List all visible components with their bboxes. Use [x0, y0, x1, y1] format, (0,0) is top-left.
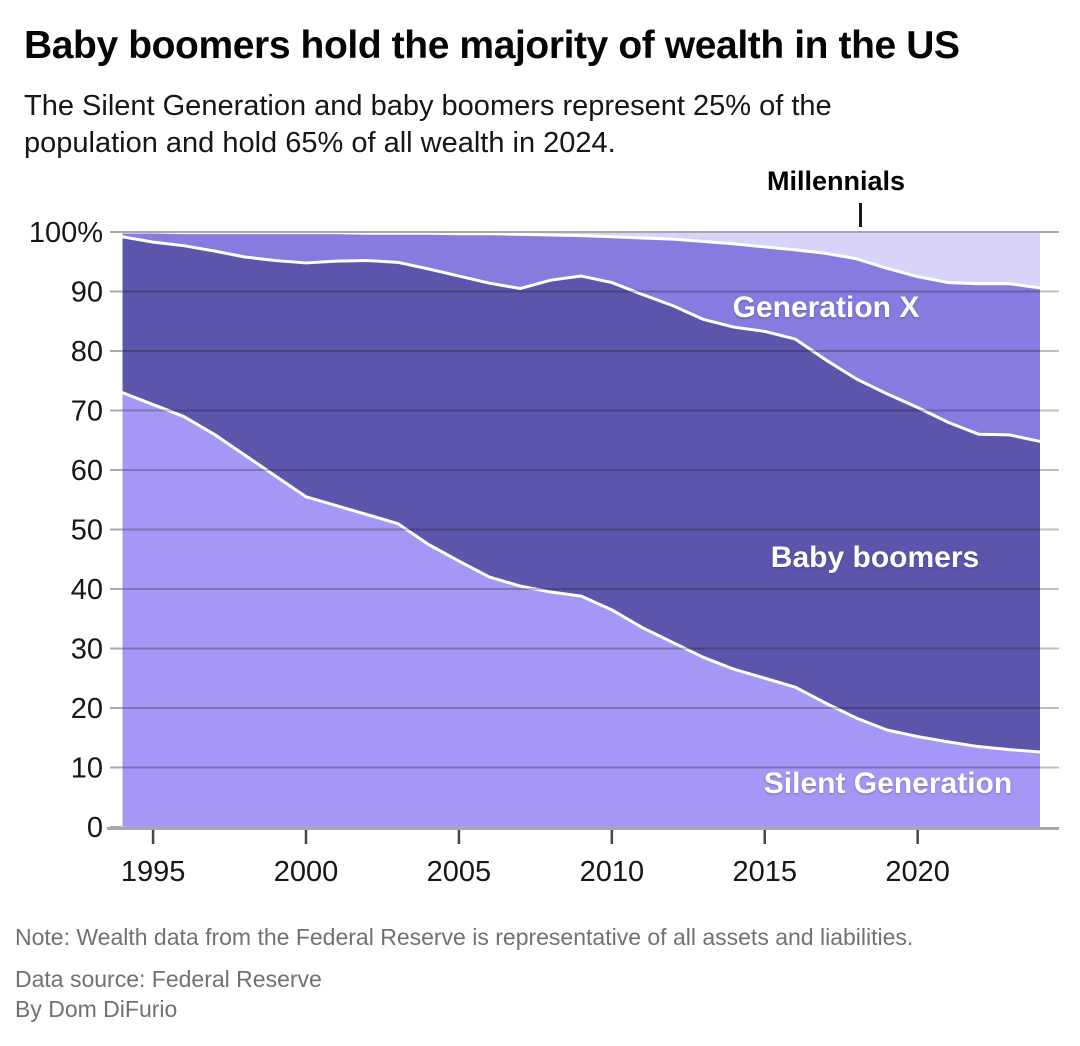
series-label-generation-x: Generation X: [733, 291, 920, 324]
wealth-area-chart: 0 10 20 30 40 50 60 70 80 90 100% 1995 2000 2005 2010 2…: [29, 217, 1059, 888]
boundary-line-silent-generation: [121, 391, 1042, 754]
y-axis-label-100: 100%: [29, 217, 103, 249]
millennials-annotation-tick: [859, 203, 862, 227]
page-title: Baby boomers hold the majority of wealth…: [24, 24, 960, 67]
y-axis-label-20: 20: [71, 693, 103, 725]
y-axis-label-0: 0: [87, 812, 103, 844]
byline-text: By Dom DiFurio: [15, 996, 178, 1022]
y-axis-label-70: 70: [71, 396, 103, 428]
x-axis-label-2005: 2005: [427, 856, 492, 888]
note-text: Note: Wealth data from the Federal Reser…: [15, 924, 914, 950]
y-axis-label-50: 50: [71, 515, 103, 547]
series-label-baby-boomers: Baby boomers: [771, 541, 979, 574]
y-axis-label-60: 60: [71, 455, 103, 487]
y-axis-label-90: 90: [71, 277, 103, 309]
area-silent-generation: [122, 392, 1040, 827]
y-axis-label-30: 30: [71, 634, 103, 666]
y-axis-label-40: 40: [71, 574, 103, 606]
series-label-silent-generation: Silent Generation: [764, 767, 1012, 800]
x-axis-label-1995: 1995: [121, 856, 186, 888]
y-axis-label-10: 10: [71, 753, 103, 785]
x-axis-label-2020: 2020: [885, 856, 950, 888]
data-source-text: Data source: Federal Reserve: [15, 966, 322, 992]
x-axis-label-2015: 2015: [732, 856, 797, 888]
millennials-annotation-label: Millennials: [766, 166, 906, 196]
chart-subtitle: The Silent Generation and baby boomers r…: [24, 90, 832, 159]
area-chart-svg: 0 10 20 30 40 50 60 70 80 90 100% 1995 2000 2005 2010 2…: [29, 217, 1059, 888]
x-axis-label-2010: 2010: [580, 856, 645, 888]
x-axis-label-2000: 2000: [274, 856, 339, 888]
y-axis-label-80: 80: [71, 336, 103, 368]
boundary-line-baby-boomers: [121, 235, 1042, 443]
